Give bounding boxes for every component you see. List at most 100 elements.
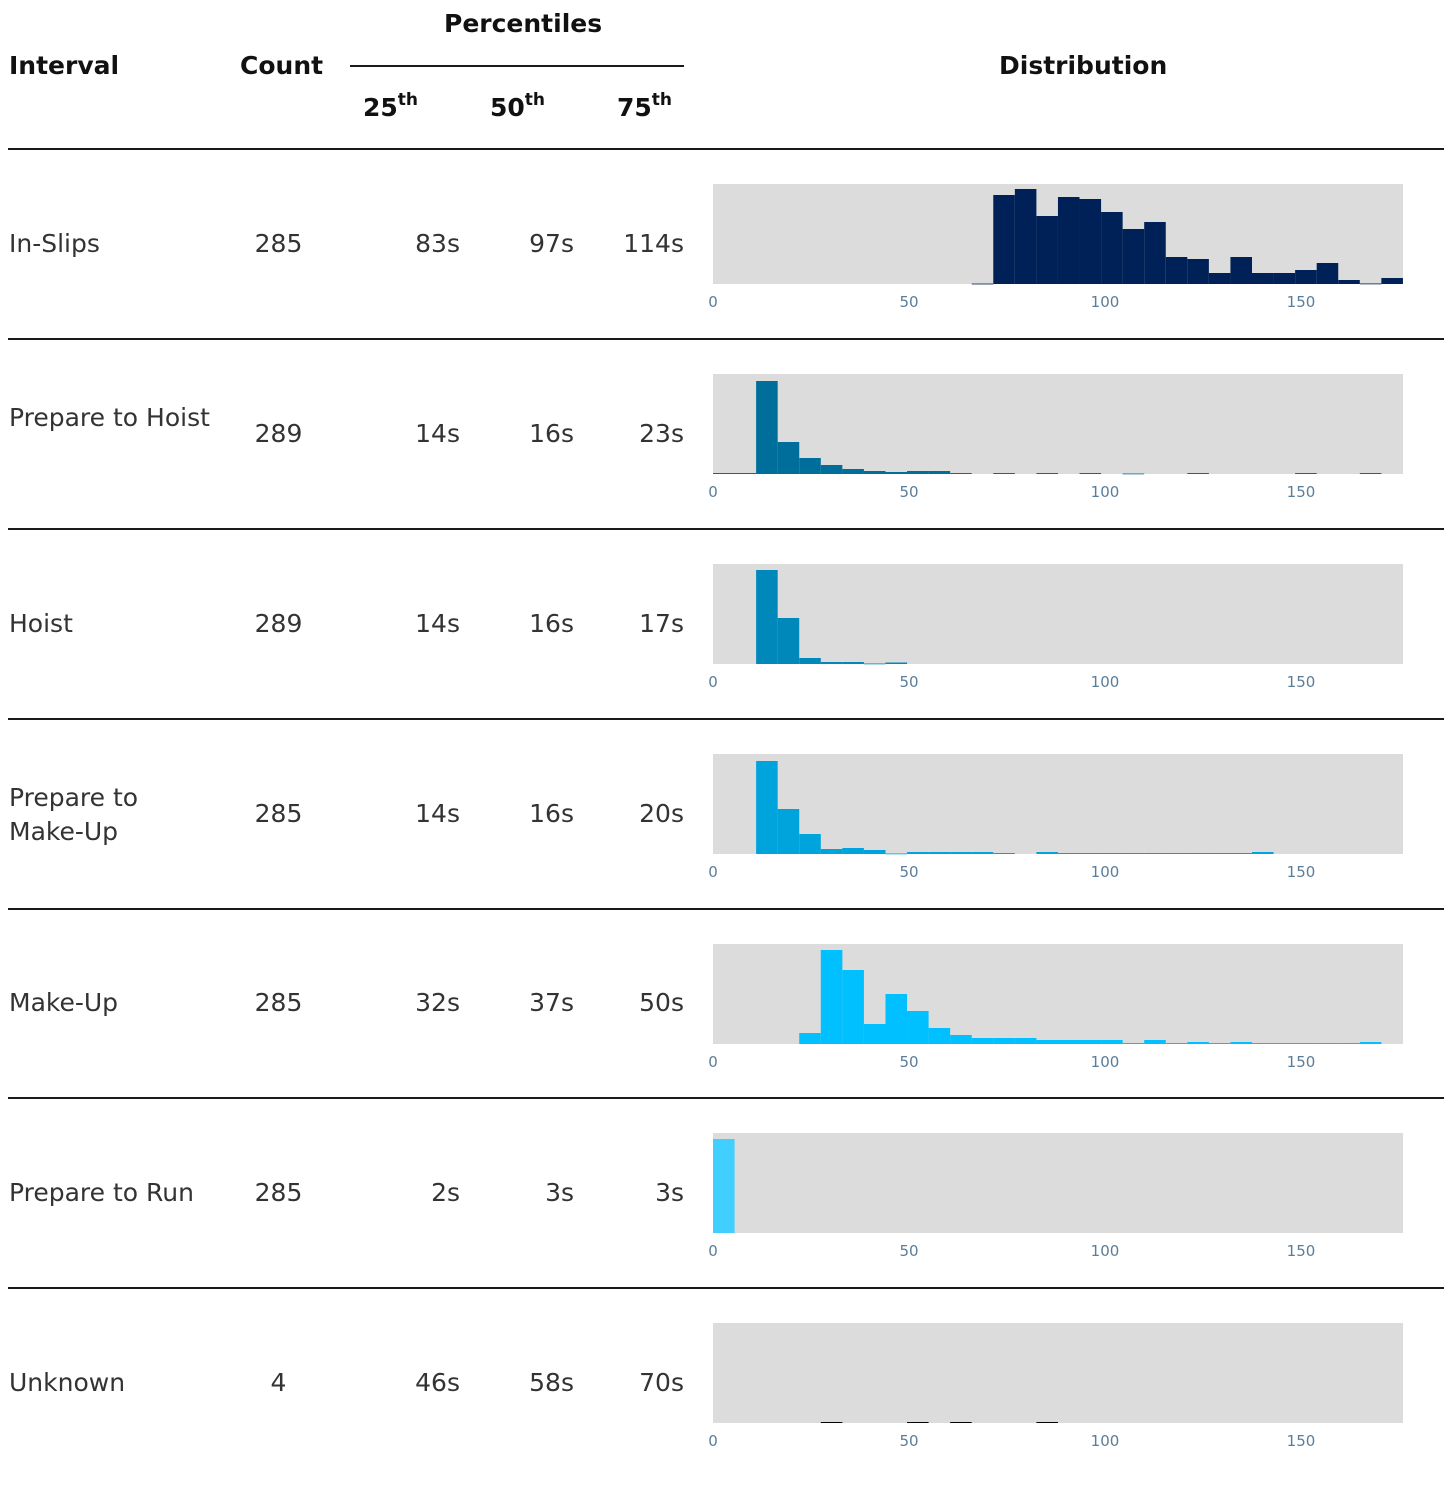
x-tick-label: 150 [1287, 483, 1316, 501]
histogram-bar [1338, 1043, 1360, 1044]
histogram-bar [1165, 257, 1188, 284]
histogram-bar [734, 473, 757, 474]
histogram-bar [1208, 273, 1231, 284]
x-tick-label: 50 [899, 483, 918, 501]
histogram-bar [1359, 473, 1382, 474]
interval-name: Make-Up [9, 988, 119, 1017]
histogram-bar [1273, 1043, 1296, 1044]
header-percentiles: Percentiles [444, 9, 603, 38]
distribution-histogram: 0 50 100 150 [708, 754, 1403, 881]
histogram-bar [950, 473, 972, 474]
x-tick-label: 150 [1287, 1053, 1316, 1071]
histogram-bar [1057, 197, 1080, 284]
histogram-bar [928, 471, 951, 474]
count-value: 289 [254, 609, 303, 638]
table-row: Prepare to Run 285 2s 3s 3s 0 50 100 150 [0, 1098, 1450, 1288]
x-tick-label: 100 [1091, 1053, 1120, 1071]
histogram-bar [1252, 273, 1274, 284]
x-tick-label: 0 [708, 1053, 718, 1071]
table-row: Unknown 4 46s 58s 70s 0 50 100 150 [0, 1288, 1450, 1478]
p50-value: 16s [529, 419, 574, 448]
histogram-bar [1144, 222, 1166, 284]
histogram-bar [907, 471, 929, 474]
x-tick-label: 50 [899, 1053, 918, 1071]
histogram-bar [1036, 852, 1058, 854]
histogram-bar [756, 381, 778, 474]
table-row: Make-Up 285 32s 37s 50s 0 50 100 150 [0, 909, 1450, 1099]
histogram-bar [1165, 853, 1188, 854]
p25-value: 32s [415, 988, 460, 1017]
header-p75: 75th [617, 90, 672, 122]
histogram-bar [1230, 853, 1252, 854]
distribution-histogram: 0 50 100 150 [708, 1133, 1403, 1260]
x-tick-label: 150 [1287, 1432, 1316, 1450]
x-tick-label: 0 [708, 863, 718, 881]
interval-name: Prepare to Make-Up [9, 783, 139, 846]
p25-value: 2s [431, 1178, 460, 1207]
histogram-bar [863, 850, 886, 854]
row-divider [8, 338, 1444, 340]
x-tick-label: 100 [1091, 293, 1120, 311]
p50-value: 37s [529, 988, 574, 1017]
row-divider [8, 1097, 1444, 1099]
histogram-bar [993, 473, 1015, 474]
p50-value: 58s [529, 1368, 574, 1397]
header-p25-number: 25 [363, 93, 398, 122]
header-p50-number: 50 [490, 93, 525, 122]
header-p50: 50th [490, 90, 545, 122]
distribution-histogram: 0 50 100 150 [708, 564, 1403, 691]
histogram-bar [799, 1033, 821, 1044]
histogram-panel [713, 1133, 1403, 1233]
histogram-bar [950, 1035, 972, 1044]
header-count: Count [240, 51, 324, 80]
x-tick-label: 150 [1287, 673, 1316, 691]
distribution-histogram: 0 50 100 150 [708, 374, 1403, 501]
histogram-bar [863, 1024, 886, 1044]
histogram-bar [950, 1422, 972, 1423]
x-tick-label: 0 [708, 293, 718, 311]
histogram-bar [1295, 270, 1317, 284]
interval-name: Unknown [9, 1368, 126, 1397]
histogram-bar [820, 465, 843, 474]
histogram-bar [993, 195, 1015, 284]
p75-value: 20s [639, 799, 684, 828]
x-tick-label: 0 [708, 483, 718, 501]
histogram-panel [713, 754, 1403, 854]
histogram-bar [885, 853, 908, 855]
histogram-bar [1230, 257, 1252, 284]
histogram-bar [820, 950, 843, 1044]
histogram-bar [1122, 1043, 1145, 1044]
count-value: 285 [254, 799, 303, 828]
p25-value: 14s [415, 799, 460, 828]
histogram-bar [842, 970, 864, 1044]
interval-name: Prepare to Hoist [9, 403, 210, 432]
p75-value: 23s [639, 419, 684, 448]
histogram-bar [1036, 1422, 1058, 1423]
histogram-bar [842, 662, 864, 664]
p25-value: 14s [415, 419, 460, 448]
p50-value: 16s [529, 609, 574, 638]
header-interval: Interval [9, 51, 120, 80]
histogram-panel [713, 374, 1403, 474]
x-tick-label: 100 [1091, 863, 1120, 881]
x-tick-label: 0 [708, 673, 718, 691]
histogram-bar [842, 848, 864, 854]
histogram-bar [799, 658, 821, 664]
histogram-bar [993, 853, 1015, 854]
histogram-bar [1187, 473, 1209, 474]
histogram-bar [1057, 1040, 1080, 1044]
histogram-bar [799, 458, 821, 474]
row-divider [8, 148, 1444, 150]
interval-name: In-Slips [9, 229, 100, 258]
p25-value: 14s [415, 609, 460, 638]
row-divider [8, 908, 1444, 910]
histogram-bar [1101, 853, 1123, 854]
x-tick-label: 100 [1091, 1242, 1120, 1260]
histogram-bar [1208, 1043, 1231, 1044]
table-row: Prepare to Hoist 289 14s 16s 23s 0 50 100 1… [0, 339, 1450, 529]
table-row: In-Slips 285 83s 97s 114s 0 50 100 150 [0, 149, 1450, 339]
histogram-bar [820, 662, 843, 664]
histogram-bar [971, 1038, 994, 1044]
x-tick-label: 150 [1287, 293, 1316, 311]
histogram-bar [1014, 1038, 1037, 1044]
